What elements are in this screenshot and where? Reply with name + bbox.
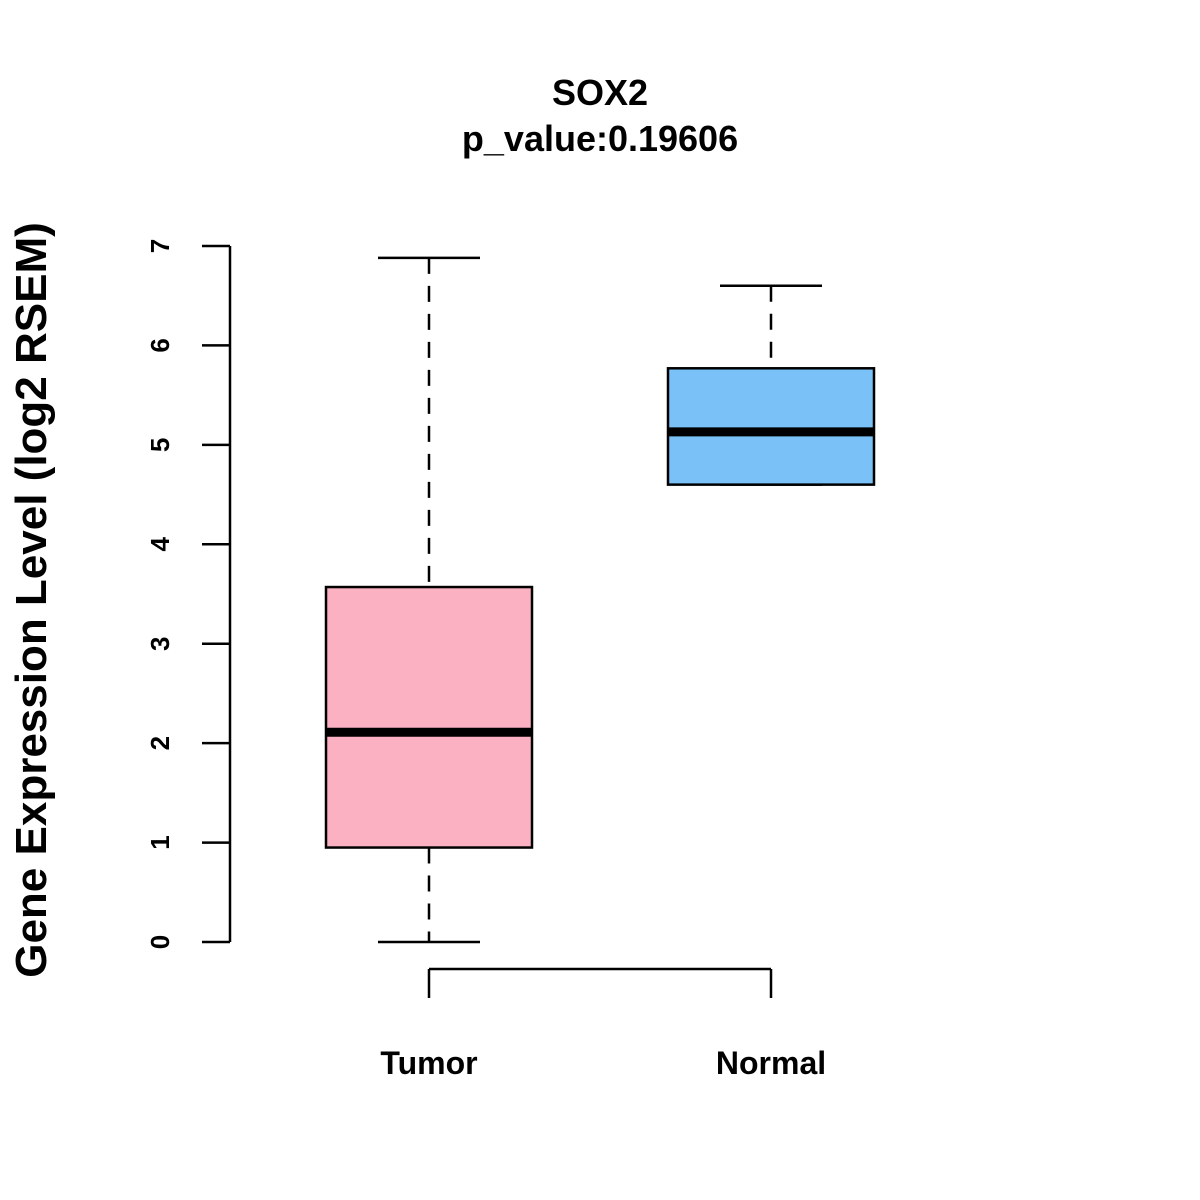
y-tick-label: 5 (145, 438, 175, 452)
x-axis: Tumor Normal (380, 967, 826, 1081)
y-axis-label: Gene Expression Level (log2 RSEM) (7, 222, 56, 978)
y-tick-label: 1 (145, 835, 175, 849)
box-group (324, 256, 876, 944)
chart-subtitle: p_value:0.19606 (462, 118, 738, 159)
box-normal (666, 367, 876, 486)
y-axis-ticks: 0 1 2 3 4 5 6 7 (145, 239, 230, 949)
box-tumor (324, 585, 534, 849)
chart-title: SOX2 (552, 72, 648, 113)
x-tick-label: Normal (716, 1045, 826, 1081)
y-tick-label: 6 (145, 338, 175, 352)
y-tick-label: 3 (145, 636, 175, 650)
y-tick-label: 0 (145, 935, 175, 949)
y-tick-label: 7 (145, 239, 175, 253)
x-tick-label: Tumor (380, 1045, 477, 1081)
y-tick-label: 2 (145, 736, 175, 750)
y-tick-label: 4 (145, 537, 175, 552)
